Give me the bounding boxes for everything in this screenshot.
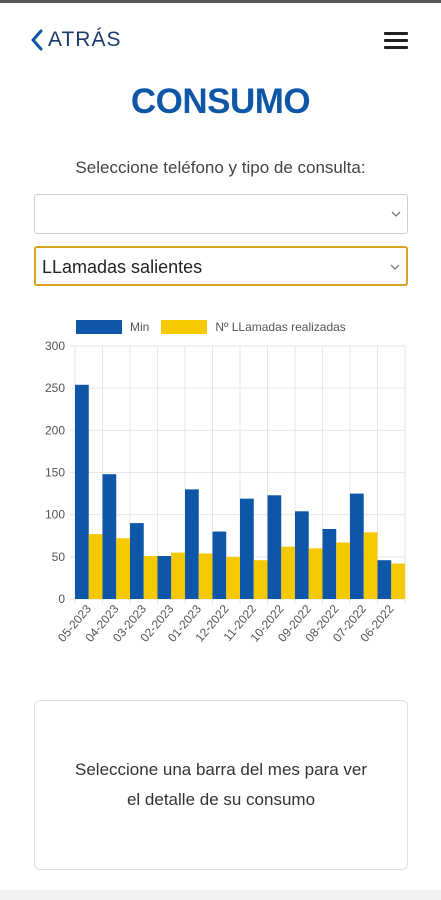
legend-swatch-calls: [161, 320, 208, 334]
back-button[interactable]: ATRÁS: [30, 26, 121, 54]
bar-calls[interactable]: [116, 538, 130, 599]
detail-message: Seleccione una barra del mes para ver el…: [56, 755, 386, 815]
legend-label-calls: Nº LLamadas realizadas: [215, 320, 346, 334]
y-tick-label: 200: [45, 423, 65, 437]
bar-calls[interactable]: [336, 542, 350, 599]
bar-calls[interactable]: [391, 563, 405, 599]
y-tick-label: 50: [52, 550, 66, 564]
app-header: ATRÁS: [0, 20, 441, 60]
bar-min[interactable]: [102, 474, 117, 599]
bar-min[interactable]: [185, 489, 199, 599]
bar-min[interactable]: [267, 495, 282, 599]
legend-swatch-min: [76, 320, 122, 334]
bar-calls[interactable]: [226, 556, 240, 599]
bar-min[interactable]: [322, 529, 337, 599]
bar-min[interactable]: [350, 493, 364, 599]
y-tick-label: 300: [45, 339, 65, 353]
chart-legend: Min Nº LLamadas realizadas: [76, 318, 358, 336]
bar-min[interactable]: [377, 560, 392, 599]
bar-calls[interactable]: [253, 560, 268, 599]
bar-calls[interactable]: [281, 546, 295, 599]
detail-card: Seleccione una barra del mes para ver el…: [34, 700, 408, 870]
back-label: ATRÁS: [48, 28, 122, 51]
legend-item-calls[interactable]: Nº LLamadas realizadas: [161, 320, 346, 334]
bar-min[interactable]: [240, 498, 254, 599]
top-edge: [0, 0, 441, 3]
detail-line-1: Seleccione una barra del mes para ver: [75, 760, 367, 779]
bar-calls[interactable]: [363, 532, 378, 599]
bar-calls[interactable]: [198, 553, 213, 599]
chevron-left-icon: [31, 29, 43, 51]
phone-select[interactable]: [34, 194, 408, 234]
page-subtitle: Seleccione teléfono y tipo de consulta:: [75, 158, 366, 177]
page-title: CONSUMO: [130, 82, 311, 121]
bar-min[interactable]: [295, 511, 309, 599]
y-tick-label: 150: [45, 466, 65, 480]
bar-calls[interactable]: [171, 552, 185, 599]
detail-line-2: el detalle de su consumo: [126, 790, 316, 809]
y-tick-label: 250: [45, 381, 65, 395]
bar-calls[interactable]: [143, 555, 158, 599]
consumption-bar-chart: 05010015020025030005-202304-202303-20230…: [45, 339, 406, 645]
bar-min[interactable]: [75, 384, 89, 599]
legend-label-min: Min: [130, 320, 150, 334]
y-tick-label: 0: [58, 592, 65, 606]
bar-min[interactable]: [130, 523, 144, 599]
bar-calls[interactable]: [308, 548, 323, 599]
query-type-select[interactable]: LLamadas salientes: [34, 246, 408, 286]
chevron-down-icon: [391, 211, 401, 217]
hamburger-menu-icon[interactable]: [384, 32, 408, 50]
bar-min[interactable]: [212, 531, 227, 599]
bottom-strip: [0, 890, 441, 900]
chevron-down-icon: [390, 264, 400, 270]
y-tick-label: 100: [45, 508, 65, 522]
bar-min[interactable]: [157, 555, 172, 599]
query-type-select-value: LLamadas salientes: [42, 257, 203, 277]
legend-item-min[interactable]: Min: [76, 320, 149, 334]
bar-calls[interactable]: [88, 534, 103, 599]
